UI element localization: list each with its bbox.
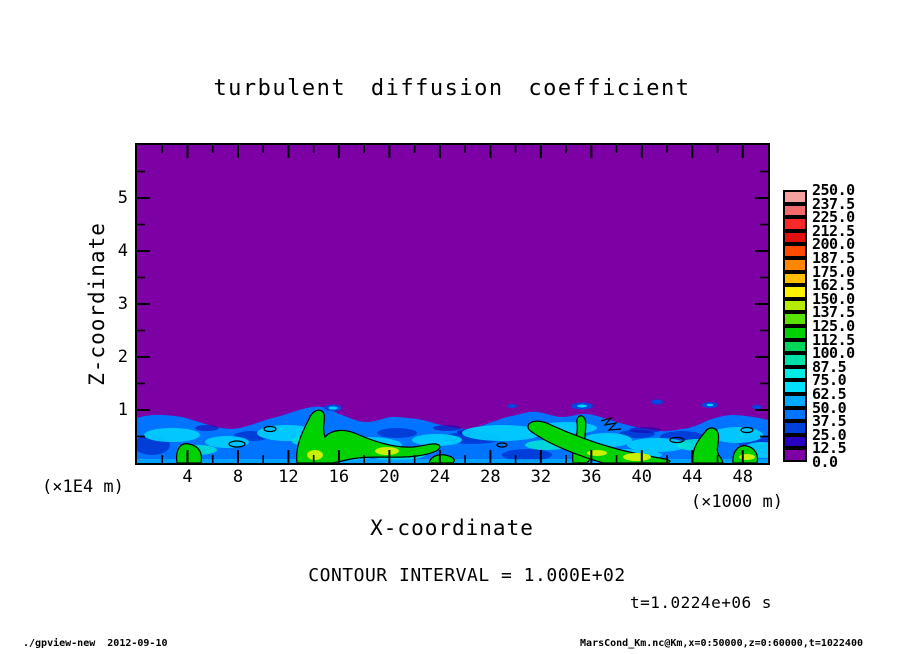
colorbar-level-label: 112.5 [812, 330, 855, 349]
colorbar-box [783, 312, 807, 326]
colorbar-box [783, 394, 807, 408]
colorbar-level-label: 25.0 [812, 425, 847, 444]
x-tick-label: 24 [429, 467, 451, 487]
colorbar-box [783, 230, 807, 245]
colorbar-box [783, 190, 807, 204]
axis-ticks [137, 145, 768, 463]
colorbar-box [783, 326, 807, 340]
colorbar-level-label: 50.0 [812, 398, 847, 417]
x-tick-label: 36 [581, 467, 602, 487]
colorbar-labels: 0.0 12.5 25.0 37.5 50.0 62.5 75.0 87.5 100.0 112.… [812, 181, 868, 471]
contour-lines [228, 416, 754, 448]
x-axis-units-label: (×1000 m) [690, 492, 783, 512]
colorbar [783, 190, 807, 462]
detached-patches [324, 399, 762, 412]
colorbar-level-label: 200.0 [812, 235, 855, 254]
colorbar-box [783, 366, 807, 381]
x-axis-title: X-coordinate [370, 516, 534, 540]
colorbar-level-label: 187.5 [812, 249, 855, 267]
contour-interval-label: CONTOUR INTERVAL = 1.000E+02 [308, 565, 626, 586]
colorbar-level-label: 37.5 [812, 412, 847, 431]
x-tick-label: 20 [379, 467, 400, 487]
x-tick-label: 4 [182, 467, 193, 487]
colorbar-box [783, 353, 807, 367]
colorbar-box [783, 434, 807, 449]
x-tick-label: 28 [480, 467, 501, 487]
colorbar-box [783, 285, 807, 299]
colorbar-level-label: 137.5 [812, 303, 855, 322]
colorbar-level-label: 237.5 [812, 194, 855, 213]
colorbar-level-label: 150.0 [812, 289, 855, 308]
x-tick-label: 16 [328, 467, 350, 487]
y-tick-label: 1 [117, 400, 128, 420]
x-tick-label: 12 [278, 467, 299, 487]
x-tick-label: 44 [682, 467, 703, 487]
colorbar-level-label: 75.0 [812, 371, 847, 390]
x-tick-label: 8 [232, 467, 244, 487]
plot-frame [135, 143, 770, 465]
colorbar-box [783, 380, 807, 394]
colorbar-level-label: 125.0 [812, 317, 855, 335]
background-field [137, 145, 768, 463]
colorbar-box [783, 271, 807, 286]
colorbar-level-label: 12.5 [812, 439, 847, 458]
y-tick-label: 3 [117, 294, 128, 314]
x-tick-labels: 4 8 12 16 20 24 28 32 36 40 44 48 [137, 467, 768, 489]
colorbar-box [783, 244, 807, 258]
footer-source-stamp: MarsCond_Km.nc@Km,x=0:50000,z=0:60000,t=… [580, 638, 863, 649]
colorbar-level-label: 162.5 [812, 276, 855, 295]
colorbar-box [783, 258, 807, 272]
plot-title: turbulent diffusion coefficient [213, 76, 691, 101]
colorbar-level-label: 212.5 [812, 221, 855, 240]
y-tick-label: 5 [117, 188, 128, 208]
colorbar-level-label: 100.0 [812, 344, 855, 363]
colorbar-level-label: 62.5 [812, 385, 847, 403]
colorbar-box [783, 339, 807, 354]
colorbar-box [783, 421, 807, 435]
colorbar-box [783, 203, 807, 218]
x-tick-label: 48 [732, 467, 753, 487]
colorbar-box [783, 407, 807, 422]
colorbar-level-label: 87.5 [812, 357, 847, 376]
colorbar-box [783, 217, 807, 231]
y-axis-units-label: (×1E4 m) [42, 477, 124, 497]
heatmap-field [137, 145, 768, 463]
colorbar-level-label: 250.0 [812, 181, 855, 199]
time-label: t=1.0224e+06 s [630, 593, 772, 612]
y-tick-labels: 1 2 3 4 5 [96, 145, 128, 463]
colorbar-box [783, 448, 807, 462]
colorbar-box [783, 298, 807, 313]
x-tick-label: 40 [631, 467, 653, 487]
y-tick-label: 4 [117, 241, 128, 261]
x-tick-label: 32 [530, 467, 552, 487]
colorbar-level-label: 0.0 [812, 453, 838, 471]
y-tick-label: 2 [117, 347, 128, 367]
footer-command-stamp: ./gpview-new 2012-09-10 [23, 638, 168, 649]
colorbar-level-label: 175.0 [812, 262, 855, 281]
colorbar-level-label: 225.0 [812, 208, 855, 227]
